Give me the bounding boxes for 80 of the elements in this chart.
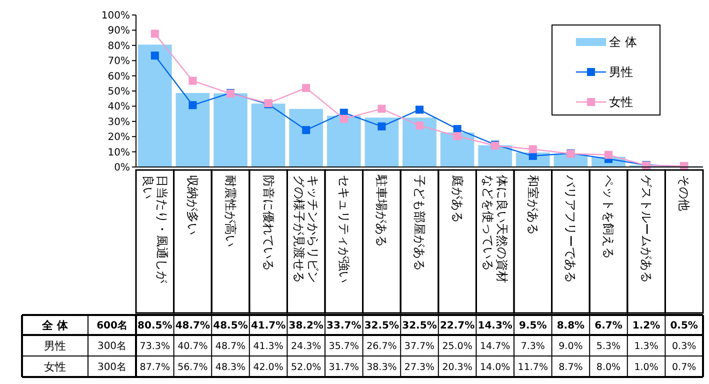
x-tick-label: セキュリティが強い bbox=[336, 175, 351, 283]
y-tick-label: 50% bbox=[108, 86, 130, 98]
data-label: 5.3% bbox=[596, 340, 621, 352]
data-label: 27.3% bbox=[404, 362, 435, 373]
x-tick-label: 子ども部屋がある bbox=[412, 175, 426, 271]
data-label: 1.2% bbox=[632, 320, 660, 332]
x-tick-label: 日当たり・風通しが良い bbox=[140, 175, 169, 284]
data-label: 9.0% bbox=[558, 340, 583, 352]
data-label: 9.5% bbox=[519, 320, 547, 332]
x-tick-label: その他 bbox=[677, 175, 692, 211]
data-label: 24.3% bbox=[291, 340, 322, 352]
x-tick-label: キッチンからリビングの様子が見渡せる bbox=[292, 175, 320, 283]
text: 300名 bbox=[97, 340, 127, 352]
x-tick-label: 庭がある bbox=[450, 175, 464, 223]
data-label: 0.3% bbox=[672, 340, 696, 352]
y-tick-label: 70% bbox=[108, 56, 130, 68]
data-label: 33.7% bbox=[326, 320, 362, 332]
data-label: 32.5% bbox=[402, 320, 437, 332]
data-label: 26.7% bbox=[366, 340, 397, 352]
data-label: 31.7% bbox=[328, 362, 359, 373]
data-label: 0.5% bbox=[670, 320, 698, 332]
y-tick-label: 10% bbox=[108, 147, 130, 158]
data-label: 48.7% bbox=[215, 340, 246, 352]
data-label: 14.0% bbox=[480, 362, 510, 373]
data-label: 73.3% bbox=[140, 340, 170, 352]
data-label: 80.5% bbox=[138, 320, 172, 332]
y-tick-label: 20% bbox=[108, 132, 130, 144]
x-tick-label: 和室がある bbox=[526, 175, 540, 235]
y-tick-label: 100% bbox=[101, 10, 130, 22]
x-tick-label: 駐車場がある bbox=[374, 174, 389, 247]
data-label: 8.8% bbox=[556, 320, 585, 332]
text: 300名 bbox=[97, 361, 127, 373]
y-tick-label: 80% bbox=[108, 40, 130, 52]
data-label: 48.3% bbox=[215, 362, 246, 373]
data-label: 25.0% bbox=[442, 340, 472, 352]
data-label: 40.7% bbox=[178, 340, 208, 352]
data-label: 14.3% bbox=[478, 320, 512, 332]
data-label: 56.7% bbox=[178, 362, 208, 373]
x-tick-label: 体に良い天然の資材などを使っている bbox=[481, 175, 510, 283]
data-label: 37.7% bbox=[404, 340, 435, 352]
data-label: 87.7% bbox=[140, 362, 170, 373]
data-label: 32.5% bbox=[364, 320, 400, 332]
x-tick-label: 耐震性が高い bbox=[224, 175, 238, 247]
y-tick-label: 0% bbox=[114, 162, 130, 174]
y-tick-label: 30% bbox=[108, 116, 130, 128]
data-label: 41.3% bbox=[253, 340, 284, 352]
text: 女性 bbox=[44, 360, 66, 374]
data-label: 38.3% bbox=[366, 362, 397, 373]
data-label: 1.0% bbox=[634, 362, 658, 373]
x-tick-label: 防音に優れている bbox=[261, 175, 276, 271]
x-tick-label: ペットを飼える bbox=[602, 175, 616, 259]
data-label: 20.3% bbox=[442, 362, 472, 373]
data-label: 0.7% bbox=[672, 362, 696, 373]
legend-label: 全 体 bbox=[609, 35, 637, 50]
text: 男性 bbox=[44, 339, 66, 352]
y-tick-label: 90% bbox=[108, 26, 130, 37]
data-label: 8.0% bbox=[596, 362, 621, 373]
y-tick-label: 40% bbox=[108, 102, 130, 113]
legend-label: 男性 bbox=[609, 65, 633, 80]
text: 600名 bbox=[96, 320, 128, 332]
data-label: 14.7% bbox=[480, 340, 510, 352]
data-label: 7.3% bbox=[520, 340, 545, 352]
data-label: 48.5% bbox=[213, 320, 248, 332]
data-label: 6.7% bbox=[594, 320, 622, 332]
data-label: 22.7% bbox=[440, 320, 475, 332]
y-tick-label: 60% bbox=[108, 71, 130, 82]
legend-label: 女性 bbox=[609, 95, 633, 110]
data-label: 42.0% bbox=[253, 362, 284, 373]
data-label: 35.7% bbox=[328, 340, 359, 352]
x-tick-label: 収納が多い bbox=[186, 175, 200, 235]
data-label: 48.7% bbox=[175, 320, 210, 332]
data-label: 8.7% bbox=[558, 362, 583, 373]
data-label: 38.2% bbox=[288, 320, 324, 332]
x-tick-label: ゲストルームがある bbox=[639, 175, 654, 283]
data-label: 11.7% bbox=[518, 362, 548, 373]
data-label: 52.0% bbox=[291, 362, 322, 373]
x-tick-label: バリアフリーである bbox=[564, 174, 578, 283]
data-label: 1.3% bbox=[634, 340, 658, 352]
text: 全 体 bbox=[42, 318, 68, 332]
data-label: 41.7% bbox=[250, 320, 286, 332]
